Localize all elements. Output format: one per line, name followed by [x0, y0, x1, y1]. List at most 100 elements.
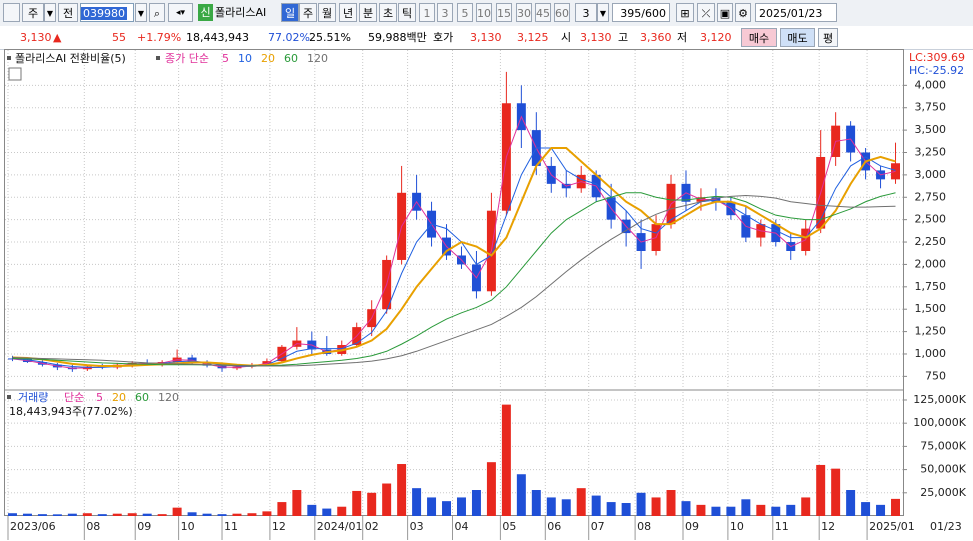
period-button[interactable]: 틱	[398, 3, 416, 22]
ma-label: 종가 단순	[165, 52, 209, 65]
x-tick-label: 08	[86, 520, 100, 533]
period-button[interactable]: 주	[299, 3, 317, 22]
mode[interactable]: 전	[58, 3, 78, 22]
custom[interactable]: 3	[575, 3, 597, 22]
dropdown[interactable]: ▼	[597, 3, 609, 22]
volume-bar	[756, 504, 766, 516]
volume-bar	[501, 404, 511, 516]
save[interactable]: ▣	[717, 3, 733, 22]
minute-button[interactable]: 45	[535, 3, 551, 22]
x-tick-label: 09	[137, 520, 151, 533]
x-tick-label: 11	[224, 520, 238, 533]
period-button[interactable]: 일	[281, 3, 299, 22]
volume-bar	[816, 464, 826, 516]
legend-entry: 120	[158, 391, 179, 404]
volume-bar	[217, 514, 227, 516]
tool[interactable]: ⊞	[676, 3, 694, 22]
volume-bar	[262, 511, 272, 516]
volume-bar	[352, 490, 362, 516]
period-button[interactable]: 초	[379, 3, 397, 22]
x-tick-label: 09	[685, 520, 699, 533]
ask: 3,130	[470, 31, 502, 44]
y-tick-label: 1,500	[915, 302, 947, 315]
volume-bar	[52, 514, 62, 516]
legend-entry: 120	[307, 52, 328, 65]
volume-bar	[651, 497, 661, 516]
volume-bar	[831, 468, 841, 516]
volume-bar	[861, 502, 871, 516]
minute-button[interactable]: 1	[419, 3, 435, 22]
avg-button[interactable]: 평	[818, 28, 838, 47]
y-tick-label: 1,250	[915, 325, 947, 338]
volume-bar	[427, 497, 437, 516]
period-button[interactable]: 년	[339, 3, 357, 22]
dropdown[interactable]: ▼	[44, 3, 56, 22]
volume-bar	[891, 498, 901, 516]
volume-bar	[112, 513, 122, 516]
search[interactable]: ⌕	[149, 3, 165, 22]
y-tick-label: 3,000	[915, 168, 947, 181]
market[interactable]: 주	[22, 3, 44, 22]
legend-entry: 20	[112, 391, 126, 404]
volume-bar	[546, 497, 556, 516]
sound[interactable]: ◂▾	[168, 3, 193, 22]
sell-button[interactable]: 매도	[780, 28, 815, 47]
y-tick-label: 1,750	[915, 280, 947, 293]
code-input[interactable]: 039980	[80, 3, 134, 22]
volume-bar	[846, 490, 856, 516]
count[interactable]: 395/600	[612, 3, 670, 22]
volume-bar	[82, 513, 92, 516]
volume-bar	[666, 490, 676, 516]
date[interactable]: 2025/01/23	[755, 3, 837, 22]
volume-bar	[337, 506, 347, 516]
volume-bar	[397, 464, 407, 516]
minute-button[interactable]: 3	[437, 3, 453, 22]
bullet	[7, 395, 11, 399]
volume-bar	[187, 512, 197, 516]
high-label: 고	[618, 31, 629, 44]
high: 3,360	[640, 31, 672, 44]
legend-entry: 20	[261, 52, 275, 65]
x-tick-label: 2025/01	[869, 520, 915, 533]
ma-label: 단순	[64, 391, 84, 404]
period-button[interactable]: 분	[359, 3, 377, 22]
volume-bar	[232, 513, 242, 516]
volume-bar	[681, 501, 691, 516]
x-tick-label: 2023/06	[10, 520, 56, 533]
y-tick-label: 2,750	[915, 190, 947, 203]
settings[interactable]: ⚙	[735, 3, 751, 22]
minute-button[interactable]: 60	[554, 3, 570, 22]
minute-button[interactable]: 5	[457, 3, 473, 22]
minute-button[interactable]: 10	[476, 3, 492, 22]
quote-bar: 3,130 ▲ 55 +1.79% 18,443,943 77.02% 25.5…	[0, 26, 973, 50]
y-tick-label: 2,000	[915, 257, 947, 270]
dropdown[interactable]: ▼	[135, 3, 147, 22]
volume: 18,443,943	[186, 31, 249, 44]
volume-bar	[741, 499, 751, 516]
plot-frame	[4, 49, 904, 516]
volume-bar	[292, 490, 302, 516]
rate: +1.79%	[137, 31, 182, 44]
minute-button[interactable]: 30	[516, 3, 532, 22]
ask-label: 호가	[433, 31, 454, 44]
low: 3,120	[700, 31, 732, 44]
x-tick-label: 07	[591, 520, 605, 533]
buy-button[interactable]: 매수	[741, 28, 777, 47]
x-tick-label: 12	[821, 520, 835, 533]
x-end-label: 01/23	[930, 520, 962, 533]
amount: 59,988백만	[368, 31, 427, 44]
minute-button[interactable]: 15	[496, 3, 512, 22]
volume-bar	[367, 492, 377, 516]
volume-bar	[322, 508, 332, 516]
y-tick-label: 3,250	[915, 145, 947, 158]
tool[interactable]: ⤫	[697, 3, 715, 22]
menu-icon[interactable]	[3, 3, 20, 22]
y-tick-label: 25,000K	[920, 486, 966, 499]
bullet	[156, 56, 160, 60]
y-tick-label: 2,500	[915, 213, 947, 226]
period-button[interactable]: 월	[318, 3, 336, 22]
annotation: HC:-25.92	[909, 64, 964, 77]
chart-subtitle: 18,443,943주(77.02%)	[9, 405, 133, 418]
